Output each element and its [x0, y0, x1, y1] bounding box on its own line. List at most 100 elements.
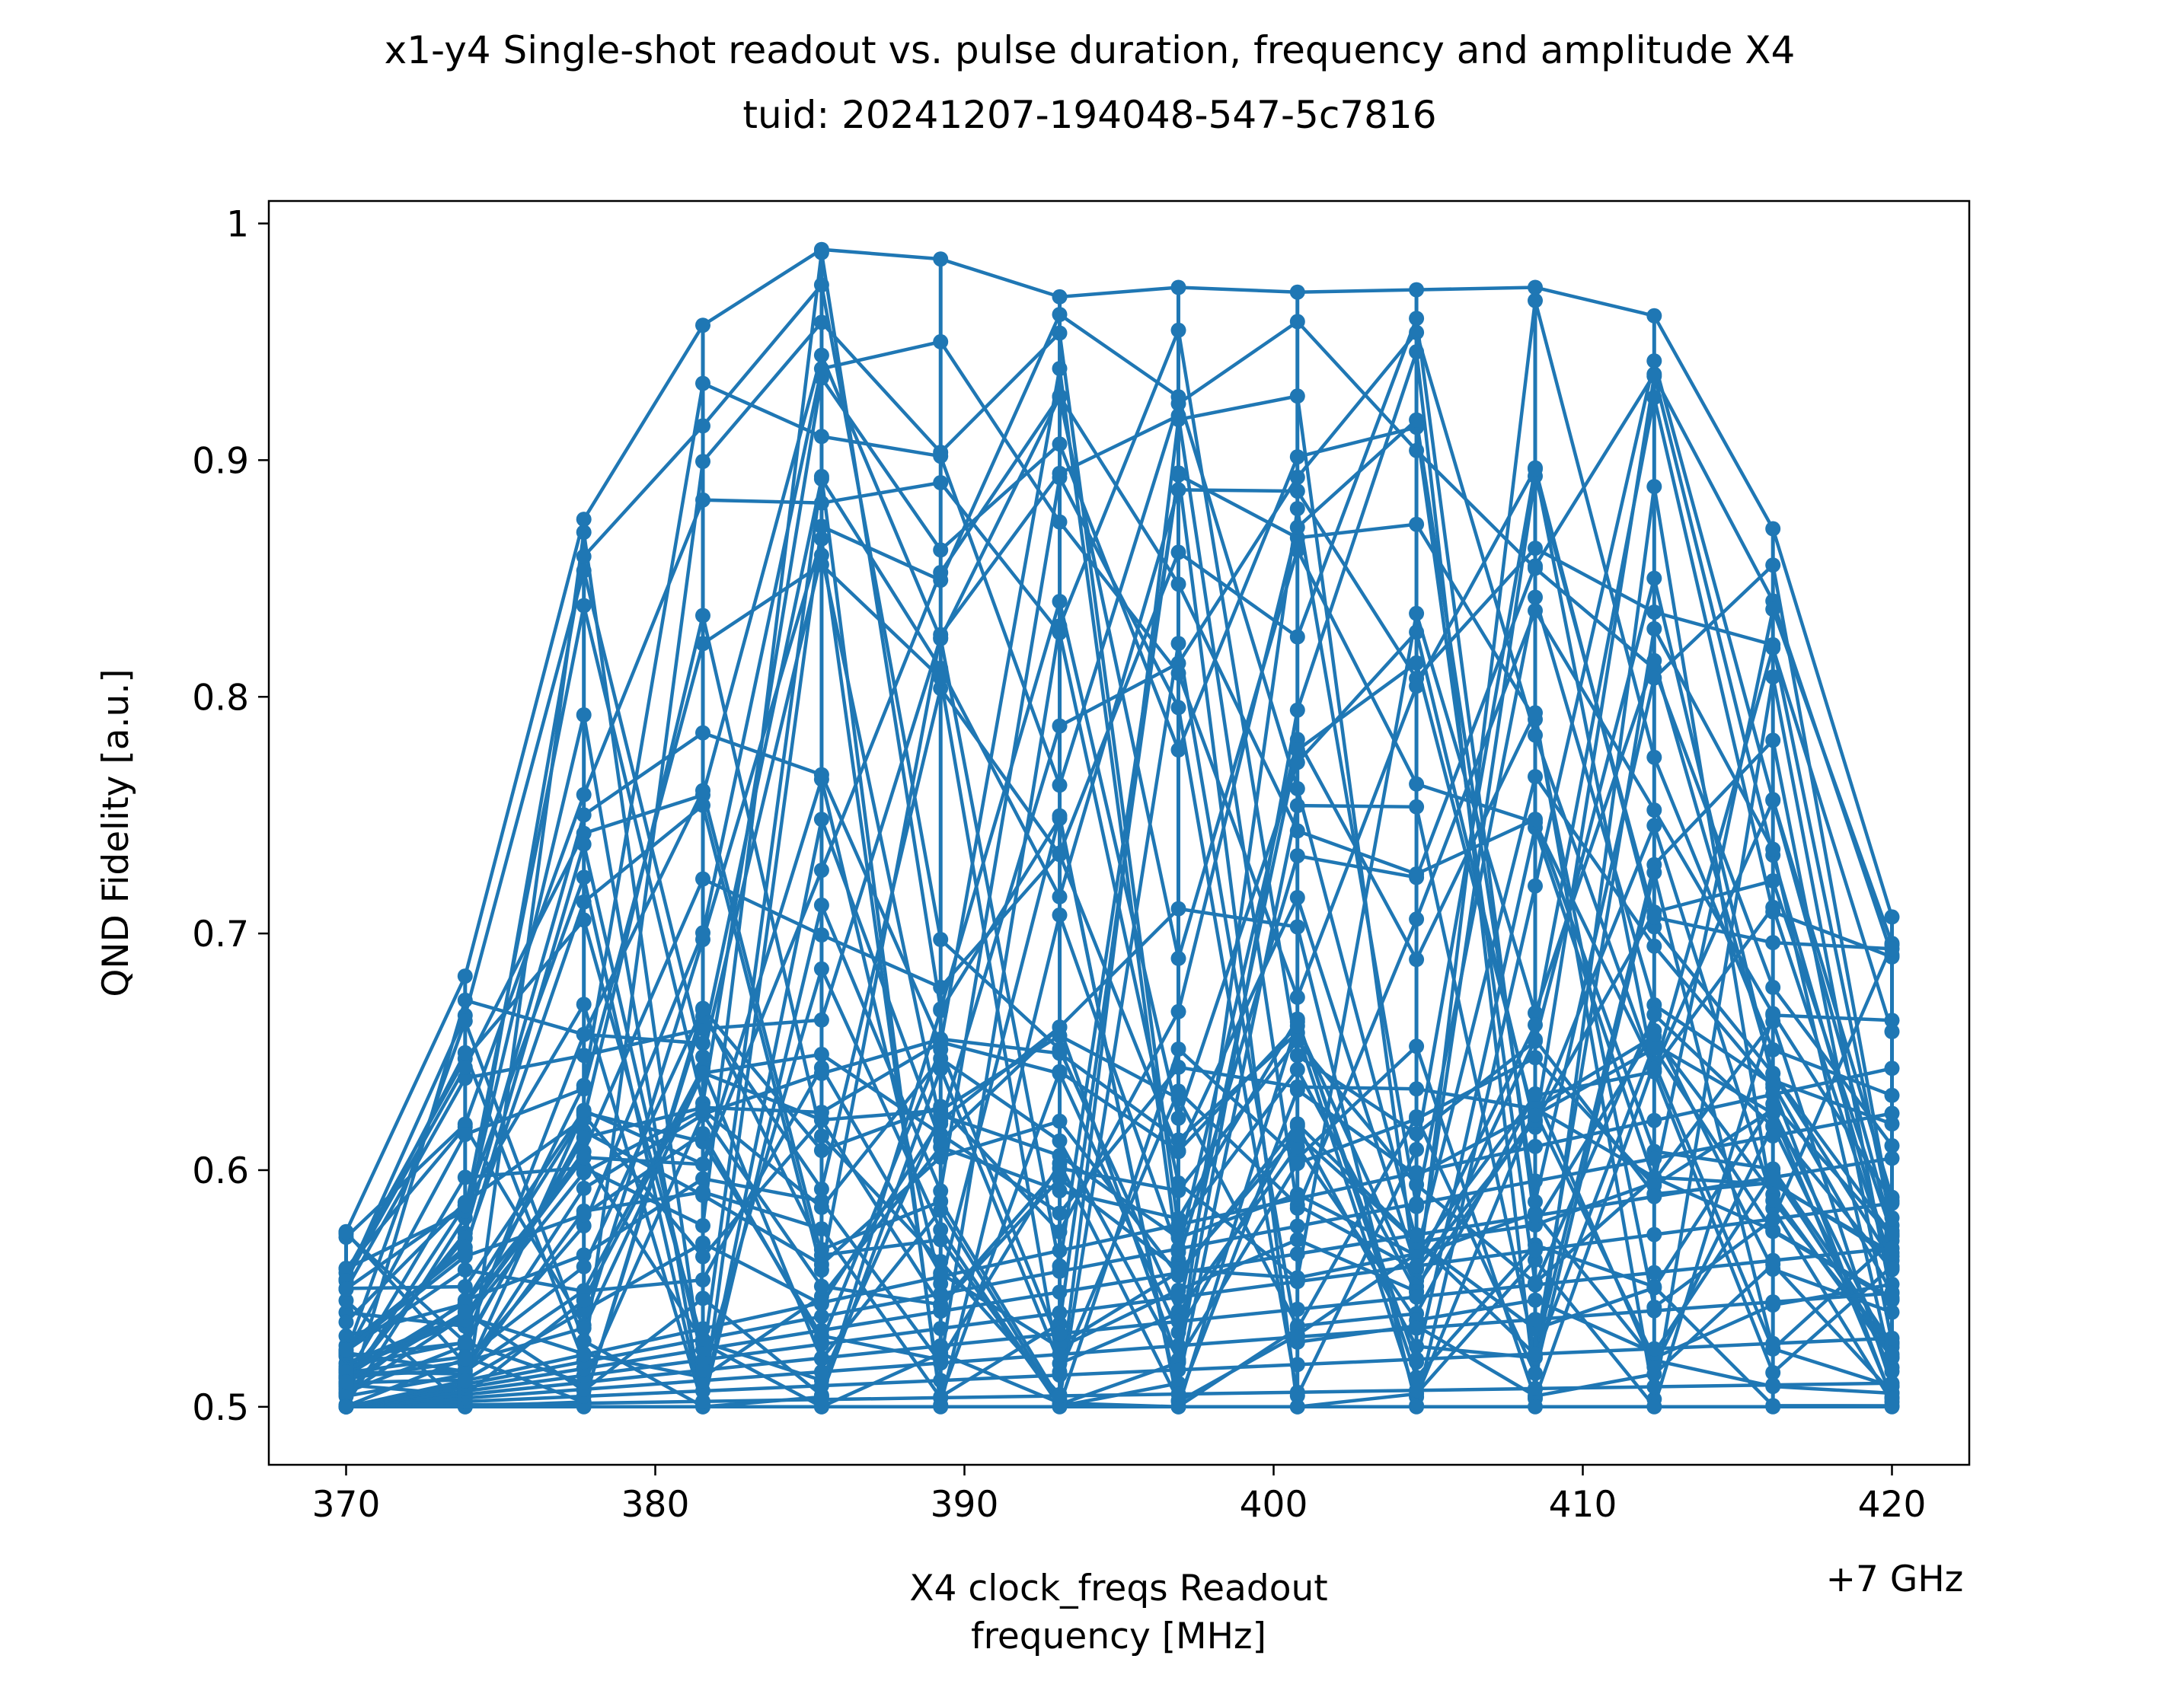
data-point	[1528, 1107, 1543, 1123]
data-point	[1646, 818, 1662, 834]
data-point	[813, 468, 829, 484]
data-point	[695, 1217, 710, 1233]
data-point	[695, 375, 710, 391]
data-point	[576, 548, 592, 564]
series-line	[345, 324, 1893, 1391]
data-point	[1646, 1265, 1662, 1281]
data-point	[695, 1021, 710, 1037]
data-point	[1170, 1376, 1186, 1391]
data-point	[695, 608, 710, 624]
data-point	[1765, 1365, 1781, 1380]
data-point	[1646, 479, 1662, 495]
x-tick-label: 370	[312, 1484, 381, 1526]
data-point	[1409, 1038, 1425, 1054]
data-point	[457, 1304, 473, 1320]
data-point	[933, 1338, 949, 1354]
data-point	[1170, 1110, 1186, 1126]
y-tick-label: 0.6	[192, 1150, 249, 1192]
data-point	[1884, 1262, 1900, 1278]
data-point	[1884, 1330, 1900, 1346]
x-axis-ticks: 370 380 390 400 410 420	[312, 1465, 1927, 1526]
series-layer	[338, 241, 1900, 1415]
x-axis-label-line2: frequency [MHz]	[971, 1616, 1266, 1657]
data-point	[1646, 1150, 1662, 1166]
data-point	[1052, 1064, 1068, 1080]
data-point	[1528, 812, 1543, 828]
data-point	[933, 333, 949, 349]
data-point	[695, 1126, 710, 1141]
data-point	[1052, 1133, 1068, 1149]
data-point	[1289, 1357, 1305, 1373]
data-point	[1289, 1218, 1305, 1234]
data-point	[695, 636, 710, 652]
data-point	[1052, 718, 1068, 734]
data-point	[1170, 636, 1186, 652]
data-point	[1884, 1061, 1900, 1077]
data-point	[813, 1128, 829, 1144]
data-point	[933, 565, 949, 580]
data-point	[1052, 1388, 1068, 1404]
data-point	[1052, 465, 1068, 481]
data-point	[695, 1049, 710, 1065]
y-tick-label: 0.9	[192, 440, 249, 482]
data-point	[1646, 1112, 1662, 1128]
data-point	[1646, 570, 1662, 586]
x-tick-label: 380	[621, 1484, 690, 1526]
data-point	[1765, 521, 1781, 537]
data-point	[1052, 1284, 1068, 1300]
data-point	[1884, 1375, 1900, 1391]
data-point	[813, 1322, 829, 1338]
data-point	[1289, 732, 1305, 748]
data-point	[933, 1003, 949, 1019]
data-point	[1884, 909, 1900, 925]
data-point	[457, 1169, 473, 1185]
data-point	[1052, 307, 1068, 323]
x-axis-offset-label: +7 GHz	[1826, 1558, 1964, 1600]
x-tick-label: 390	[931, 1484, 999, 1526]
data-point	[1289, 1232, 1305, 1248]
data-point	[1765, 601, 1781, 617]
series-line	[346, 1201, 1892, 1409]
data-point	[1646, 909, 1662, 925]
data-point	[1052, 1113, 1068, 1129]
data-point	[1884, 1116, 1900, 1132]
data-point	[1052, 1171, 1068, 1187]
data-point	[695, 1362, 710, 1378]
data-point	[813, 771, 829, 787]
data-point	[1528, 1346, 1543, 1362]
data-point	[1289, 388, 1305, 404]
data-point	[1170, 322, 1186, 338]
data-point	[1289, 823, 1305, 839]
data-point	[1170, 1386, 1186, 1402]
x-axis-label-line1: X4 clock_freqs Readout	[909, 1568, 1327, 1609]
data-point	[1289, 1274, 1305, 1290]
data-point	[457, 1279, 473, 1294]
data-point	[695, 1171, 710, 1187]
data-point	[1052, 289, 1068, 305]
data-point	[1052, 1147, 1068, 1163]
x-tick-label: 420	[1858, 1484, 1927, 1526]
data-point	[1646, 368, 1662, 384]
data-point	[1528, 705, 1543, 721]
data-point	[813, 863, 829, 879]
data-point	[1409, 311, 1425, 327]
series-line	[346, 1246, 1892, 1409]
data-point	[1646, 749, 1662, 765]
data-point	[813, 1364, 829, 1380]
series-line	[344, 247, 1894, 1233]
y-axis-label: QND Fidelity [a.u.]	[95, 668, 137, 997]
data-point	[1409, 1258, 1425, 1274]
data-point	[1528, 589, 1543, 605]
data-point	[1765, 1041, 1781, 1057]
data-point	[813, 429, 829, 445]
data-point	[576, 869, 592, 885]
data-point	[1765, 1065, 1781, 1081]
data-point	[1409, 1126, 1425, 1142]
data-point	[695, 1393, 710, 1409]
data-point	[1646, 864, 1662, 880]
series-line	[344, 328, 1894, 1281]
data-point	[813, 314, 829, 330]
data-point	[1170, 1182, 1186, 1198]
data-point	[1170, 1324, 1186, 1340]
data-point	[695, 1272, 710, 1288]
